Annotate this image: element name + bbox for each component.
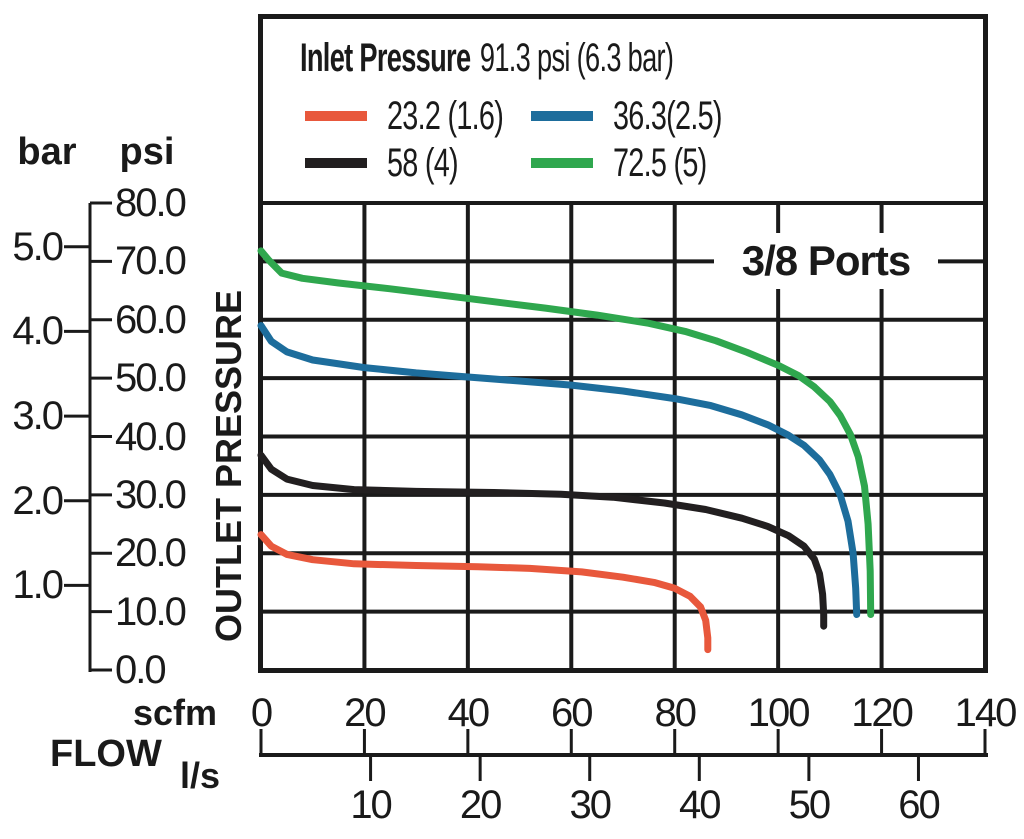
bar-tick-label: 5.0 <box>12 224 64 269</box>
psi-unit-header: psi <box>119 131 175 173</box>
legend-entry-72-5: 72.5 (5) <box>531 141 743 185</box>
curve-58-psi <box>257 451 828 630</box>
legend-swatch-orange <box>305 111 367 121</box>
bar-tick-label: 2.0 <box>12 478 64 523</box>
psi-tick-label: 50.0 <box>115 356 187 401</box>
y-axis-title: OUTLET PRESSURE <box>208 289 249 642</box>
chart-frame <box>258 14 988 673</box>
legend-entry-36-3: 36.3(2.5) <box>531 94 764 138</box>
scfm-tick-label: 60 <box>551 691 594 735</box>
legend-swatch-green <box>531 158 593 168</box>
ls-unit-header: l/s <box>179 755 220 796</box>
ls-tick-label: 10 <box>350 783 393 827</box>
psi-tick-label: 0.0 <box>115 648 167 692</box>
psi-tick-label: 40.0 <box>115 414 187 459</box>
scfm-unit-header: scfm <box>132 692 217 733</box>
legend-title-bold: Inlet Pressure <box>300 36 471 80</box>
curve-72.5-psi <box>257 247 875 618</box>
scfm-tick-label: 120 <box>851 691 914 735</box>
legend-swatch-black <box>305 158 367 168</box>
legend-swatch-blue <box>531 111 593 121</box>
ls-tick-label: 30 <box>569 783 612 827</box>
scfm-tick-label: 80 <box>654 691 697 735</box>
psi-tick-label: 80.0 <box>115 181 187 225</box>
ls-tick-label: 20 <box>459 783 503 827</box>
ls-tick-label: 60 <box>898 783 941 827</box>
psi-tick-label: 70.0 <box>115 239 187 284</box>
bar-unit-header: bar <box>17 131 77 173</box>
psi-tick-label: 30.0 <box>115 472 187 517</box>
ls-tick-label: 50 <box>788 783 832 827</box>
legend-title-value: 91.3 psi (6.3 bar) <box>479 36 674 80</box>
ls-tick-label: 40 <box>679 783 722 827</box>
legend-title: Inlet Pressure 91.3 psi (6.3 bar) <box>300 36 674 81</box>
scfm-tick-label: 0 <box>250 691 273 735</box>
bar-tick-label: 1.0 <box>12 563 64 608</box>
legend-entry-23-2: 23.2 (1.6) <box>305 94 548 138</box>
scfm-tick-label: 20 <box>344 691 387 735</box>
legend-label: 23.2 (1.6) <box>387 93 504 138</box>
legend-label: 36.3(2.5) <box>613 93 723 138</box>
ports-annotation: 3/8 Ports <box>714 233 938 289</box>
psi-tick-label: 20.0 <box>115 531 187 576</box>
bar-tick-label: 3.0 <box>12 394 64 439</box>
psi-tick-label: 60.0 <box>115 297 187 342</box>
scfm-tick-label: 100 <box>747 691 811 735</box>
legend-label: 58 (4) <box>387 140 459 185</box>
scfm-tick-label: 40 <box>447 691 491 735</box>
curve-23.2-psi <box>257 531 712 654</box>
legend-entry-58: 58 (4) <box>305 141 486 185</box>
scfm-tick-label: 140 <box>954 691 1018 735</box>
curve-36.3-psi <box>257 322 861 618</box>
bar-tick-label: 4.0 <box>12 309 64 354</box>
psi-tick-label: 10.0 <box>115 589 187 634</box>
flow-axis-title: FLOW <box>50 733 162 775</box>
legend-label: 72.5 (5) <box>613 140 707 185</box>
